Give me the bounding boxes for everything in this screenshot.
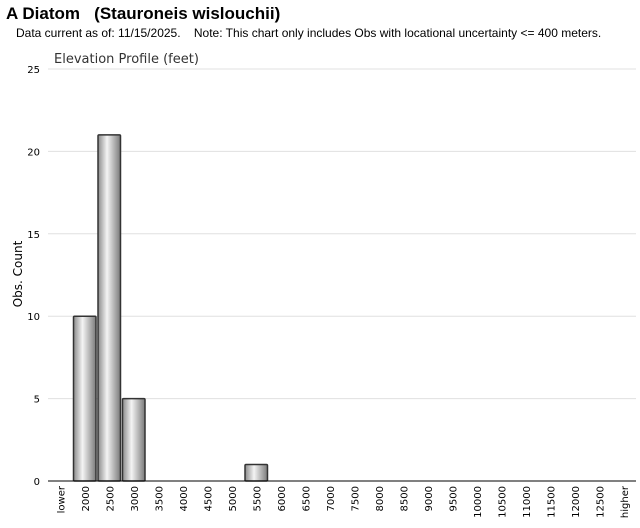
x-tick-label: 5000 xyxy=(228,486,239,511)
page-title: A Diatom (Stauroneis wislouchii) xyxy=(6,4,281,23)
x-tick-label: 2500 xyxy=(105,486,116,511)
x-tick-label: 6500 xyxy=(301,486,312,511)
x-tick-label: 2000 xyxy=(81,486,92,511)
x-tick-label: 9500 xyxy=(448,486,459,511)
x-tick-label: 4500 xyxy=(203,486,214,511)
grid-layer xyxy=(48,68,636,400)
x-tick-label: 11500 xyxy=(546,486,557,518)
x-tick-label: 6000 xyxy=(277,486,288,511)
x-tick-label: 8500 xyxy=(399,486,410,511)
bar-2000[interactable] xyxy=(72,315,97,482)
y-tick-labels: 0 5 10 15 20 25 xyxy=(27,65,40,488)
x-tick-label: 3500 xyxy=(154,486,165,511)
x-tick-label: 11000 xyxy=(522,486,533,518)
x-tick-label: 12500 xyxy=(595,486,606,518)
x-tick-label: higher xyxy=(620,485,631,518)
x-tick-label: 10500 xyxy=(497,486,508,518)
x-tick-label: 7000 xyxy=(326,486,337,511)
y-tick-label: 10 xyxy=(27,312,40,323)
chart-container: Elevation Profile (feet) Obs. Count 0 5 10… xyxy=(0,44,640,523)
x-tick-label: 8000 xyxy=(375,486,386,511)
x-tick-label: 9000 xyxy=(424,486,435,511)
elevation-chart: Elevation Profile (feet) Obs. Count 0 5 10… xyxy=(11,52,636,518)
x-tick-label: 5500 xyxy=(252,486,263,511)
x-tick-labels: lower 2000 2500 3000 3500 4000 4500 5000 5500 600… xyxy=(56,485,631,518)
y-tick-label: 15 xyxy=(27,230,40,241)
bar-3000[interactable] xyxy=(121,397,146,482)
y-tick-label: 25 xyxy=(27,65,40,76)
chart-title: Elevation Profile (feet) xyxy=(54,52,199,67)
y-tick-label: 5 xyxy=(34,395,40,406)
y-tick-label: 0 xyxy=(34,477,40,488)
y-axis-label: Obs. Count xyxy=(11,240,25,307)
bar-2500[interactable] xyxy=(97,134,122,482)
x-tick-label: 10000 xyxy=(473,486,484,518)
x-tick-label: 7500 xyxy=(350,486,361,511)
x-tick-label: 3000 xyxy=(130,486,141,511)
page-subtitle: Data current as of: 11/15/2025. Note: Th… xyxy=(16,26,602,40)
bar-5500[interactable] xyxy=(244,463,269,482)
x-tick-label: 12000 xyxy=(571,486,582,518)
x-tick-label: lower xyxy=(56,485,67,513)
y-tick-label: 20 xyxy=(27,147,40,158)
x-tick-label: 4000 xyxy=(179,486,190,511)
bar-layer xyxy=(72,134,269,482)
